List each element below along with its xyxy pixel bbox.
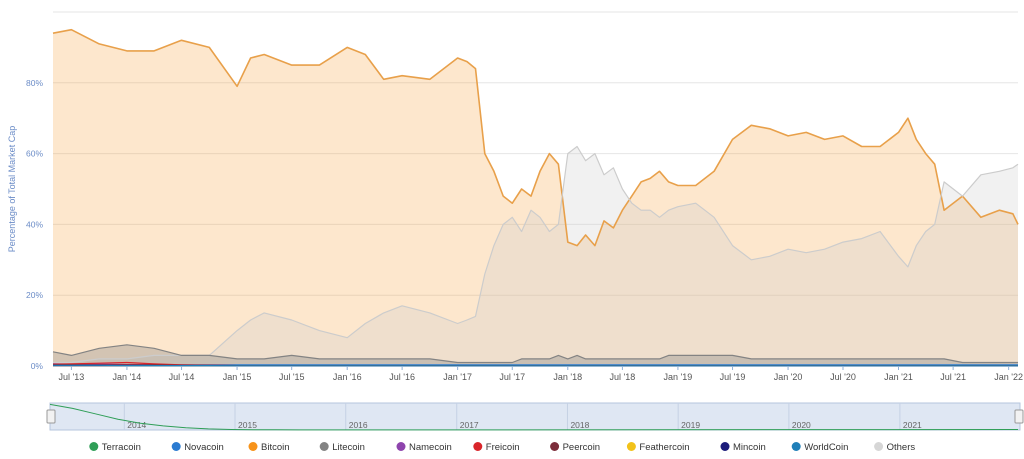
area-others	[53, 146, 1018, 366]
x-tick-label: Jul '18	[610, 372, 636, 382]
legend-label: Bitcoin	[261, 442, 290, 453]
x-tick-label: Jan '18	[553, 372, 582, 382]
legend-label: WorldCoin	[804, 442, 848, 453]
x-tick-label: Jul '13	[59, 372, 85, 382]
y-tick-label: 60%	[26, 149, 43, 159]
legend: Terracoin Novacoin Bitcoin Litecoin Namecoin…	[89, 442, 915, 453]
x-axis: Jul '13 Jan '14 Jul '14 Jan '15 Jul '15 Jan '…	[59, 366, 1023, 382]
legend-marker	[396, 442, 406, 451]
x-tick-label: Jul '20	[830, 372, 856, 382]
legend-marker	[89, 442, 99, 451]
x-tick-label: Jul '15	[279, 372, 305, 382]
series-lines	[52, 28, 1019, 367]
legend-label: Peercoin	[563, 442, 601, 453]
legend-label: Others	[887, 442, 916, 453]
legend-marker	[874, 442, 884, 451]
legend-marker	[720, 442, 730, 451]
navigator-handle-left[interactable]	[46, 409, 56, 424]
x-tick-label: Jul '16	[389, 372, 415, 382]
legend-item-feathercoin[interactable]: Feathercoin	[626, 442, 690, 453]
x-tick-label: Jul '17	[499, 372, 525, 382]
navigator-year-label: 2019	[681, 420, 700, 430]
x-tick-label: Jan '22	[994, 372, 1023, 382]
navigator-year-label: 2021	[903, 420, 922, 430]
legend-marker	[248, 442, 258, 451]
navigator-year-label: 2020	[792, 420, 811, 430]
legend-marker	[473, 442, 483, 451]
legend-label: Terracoin	[102, 442, 141, 453]
navigator-year-label: 2016	[349, 420, 368, 430]
series-areas	[53, 29, 1018, 366]
legend-item-terracoin[interactable]: Terracoin	[89, 442, 141, 453]
navigator-year-label: 2017	[460, 420, 479, 430]
legend-label: Namecoin	[409, 442, 452, 453]
x-tick-label: Jan '17	[443, 372, 472, 382]
y-tick-label: 40%	[26, 219, 43, 229]
legend-item-namecoin[interactable]: Namecoin	[396, 442, 452, 453]
x-tick-label: Jul '21	[940, 372, 966, 382]
x-tick-label: Jul '19	[720, 372, 746, 382]
line-litecoin	[52, 344, 1018, 364]
x-tick-label: Jan '20	[774, 372, 803, 382]
legend-marker	[171, 442, 181, 451]
x-tick-label: Jul '14	[169, 372, 195, 382]
legend-marker	[791, 442, 801, 451]
x-tick-label: Jan '14	[113, 372, 142, 382]
navigator[interactable]: 2014 2015 2016 2017 2018 2019 2020 2021	[46, 402, 1024, 431]
area-bitcoin	[53, 29, 1018, 366]
navigator-year-label: 2015	[238, 420, 257, 430]
legend-label: Freicoin	[486, 442, 520, 453]
legend-item-litecoin[interactable]: Litecoin	[319, 442, 365, 453]
y-tick-label: 80%	[26, 78, 43, 88]
navigator-year-label: 2018	[570, 420, 589, 430]
x-tick-label: Jan '15	[223, 372, 252, 382]
navigator-handle-right[interactable]	[1014, 409, 1024, 424]
legend-label: Mincoin	[733, 442, 766, 453]
navigator-year-label: 2014	[127, 420, 146, 430]
legend-item-bitcoin[interactable]: Bitcoin	[248, 442, 290, 453]
line-worldcoin	[53, 364, 1018, 367]
navigator-series-line	[49, 403, 1019, 431]
legend-item-others[interactable]: Others	[874, 442, 915, 453]
y-tick-label: 0%	[31, 361, 44, 371]
area-litecoin	[53, 344, 1018, 366]
legend-label: Feathercoin	[639, 442, 689, 453]
legend-item-peercoin[interactable]: Peercoin	[550, 442, 600, 453]
legend-item-mincoin[interactable]: Mincoin	[720, 442, 766, 453]
y-axis: 0% 20% 40% 60% 80%	[26, 78, 43, 371]
legend-item-worldcoin[interactable]: WorldCoin	[791, 442, 849, 453]
legend-item-freicoin[interactable]: Freicoin	[473, 442, 520, 453]
line-others	[53, 145, 1019, 364]
legend-item-novacoin[interactable]: Novacoin	[171, 442, 224, 453]
x-tick-label: Jan '19	[664, 372, 693, 382]
legend-marker	[550, 442, 560, 451]
y-axis-label: Percentage of Total Market Cap	[7, 126, 17, 252]
legend-label: Litecoin	[332, 442, 365, 453]
legend-label: Novacoin	[184, 442, 224, 453]
y-tick-label: 20%	[26, 290, 43, 300]
legend-marker	[626, 442, 636, 451]
legend-marker	[319, 442, 329, 451]
navigator-range	[49, 402, 1021, 431]
x-tick-label: Jan '21	[884, 372, 913, 382]
line-bitcoin	[52, 28, 1019, 247]
x-tick-label: Jan '16	[333, 372, 362, 382]
